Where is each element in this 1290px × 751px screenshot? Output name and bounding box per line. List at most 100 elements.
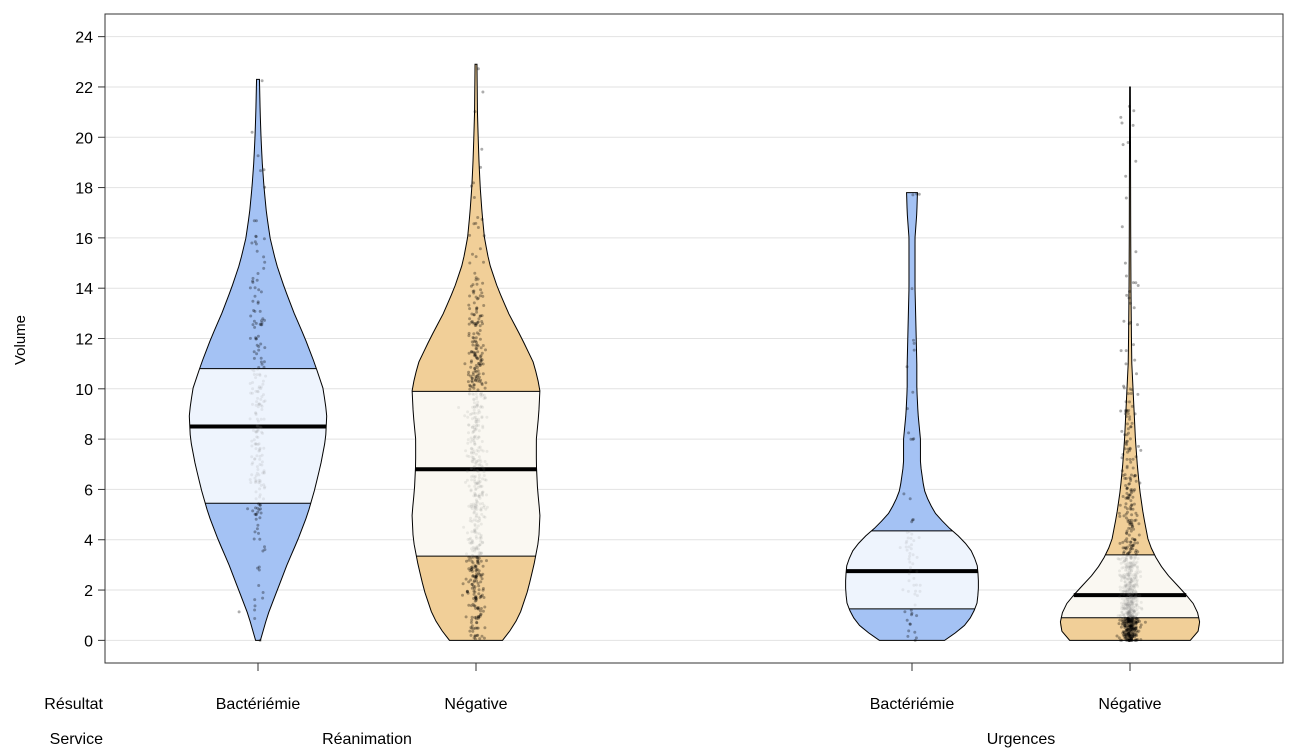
y-tick-label: 12 <box>75 332 93 349</box>
data-point <box>481 572 485 576</box>
data-point <box>481 477 484 481</box>
data-point <box>1128 577 1132 581</box>
data-point <box>1130 624 1134 628</box>
data-point <box>1130 566 1134 570</box>
data-point <box>479 508 483 512</box>
data-point <box>476 606 480 609</box>
data-point <box>1129 585 1133 589</box>
data-point <box>1135 580 1139 583</box>
data-point <box>477 616 481 619</box>
data-point <box>251 279 255 283</box>
data-point <box>473 484 477 488</box>
data-point <box>469 566 473 570</box>
data-point <box>898 546 902 550</box>
data-point <box>1131 585 1135 589</box>
data-point <box>1128 437 1132 441</box>
data-point <box>1124 584 1128 588</box>
data-point <box>1136 638 1139 641</box>
data-point <box>1124 589 1128 593</box>
data-point <box>1126 617 1130 621</box>
data-point <box>1126 577 1129 581</box>
data-point <box>472 351 476 355</box>
data-point <box>471 371 475 375</box>
data-point <box>1130 588 1134 592</box>
data-point <box>470 624 474 628</box>
data-point <box>1140 607 1144 611</box>
data-point <box>466 441 470 445</box>
data-point <box>1129 635 1133 638</box>
data-point <box>472 468 476 472</box>
data-point <box>262 417 266 421</box>
data-point <box>1128 638 1132 642</box>
data-point <box>1123 624 1127 628</box>
data-point <box>1128 608 1132 612</box>
data-point <box>474 339 478 343</box>
data-point <box>1135 594 1139 598</box>
data-point <box>1125 583 1129 587</box>
data-point <box>474 574 478 578</box>
data-point <box>479 357 483 361</box>
data-point <box>474 597 478 601</box>
data-point <box>1121 590 1125 593</box>
data-point <box>910 613 913 617</box>
data-point <box>1129 612 1133 615</box>
data-point <box>1129 557 1133 560</box>
data-point <box>1128 581 1132 585</box>
data-point <box>478 329 482 332</box>
data-point <box>1129 610 1133 614</box>
data-point <box>1125 552 1129 556</box>
data-point <box>472 401 476 405</box>
data-point <box>1124 635 1128 639</box>
data-point <box>473 564 477 568</box>
data-point <box>906 589 910 593</box>
data-point <box>1125 617 1129 621</box>
data-point <box>470 582 474 586</box>
data-point <box>1128 447 1132 451</box>
data-point <box>476 226 480 229</box>
data-point <box>476 520 480 523</box>
data-point <box>1126 520 1130 524</box>
data-point <box>1124 196 1128 200</box>
data-point <box>478 551 482 555</box>
data-point <box>1128 476 1132 480</box>
data-point <box>476 500 479 504</box>
data-point <box>1129 505 1133 509</box>
data-point <box>1121 574 1125 578</box>
data-point <box>475 545 479 549</box>
data-point <box>473 494 477 498</box>
data-point <box>1125 559 1128 563</box>
data-point <box>472 313 476 317</box>
data-point <box>1131 634 1135 637</box>
data-point <box>1133 635 1137 639</box>
data-point <box>1135 572 1139 576</box>
data-point <box>478 445 482 449</box>
data-point <box>1125 607 1129 611</box>
data-point <box>480 320 484 323</box>
data-point <box>473 522 477 526</box>
data-point <box>475 423 479 427</box>
data-point <box>1125 486 1129 490</box>
data-point <box>478 519 482 522</box>
data-point <box>1125 529 1129 533</box>
data-point <box>1125 554 1129 558</box>
data-point <box>1134 638 1138 642</box>
data-point <box>1132 474 1136 478</box>
data-point <box>262 255 266 259</box>
data-point <box>485 462 489 466</box>
data-point <box>1125 606 1128 610</box>
data-point <box>481 587 485 590</box>
data-point <box>470 565 474 569</box>
data-point <box>467 370 471 374</box>
data-point <box>481 540 484 544</box>
data-point <box>255 337 258 341</box>
data-point <box>481 449 485 453</box>
data-point <box>1125 632 1129 636</box>
data-point <box>476 216 480 219</box>
data-point <box>1122 319 1126 323</box>
data-point <box>474 506 477 510</box>
data-point <box>473 351 477 355</box>
data-point <box>1136 550 1140 554</box>
data-point <box>907 530 911 533</box>
data-point <box>475 568 479 572</box>
data-point <box>480 391 484 395</box>
